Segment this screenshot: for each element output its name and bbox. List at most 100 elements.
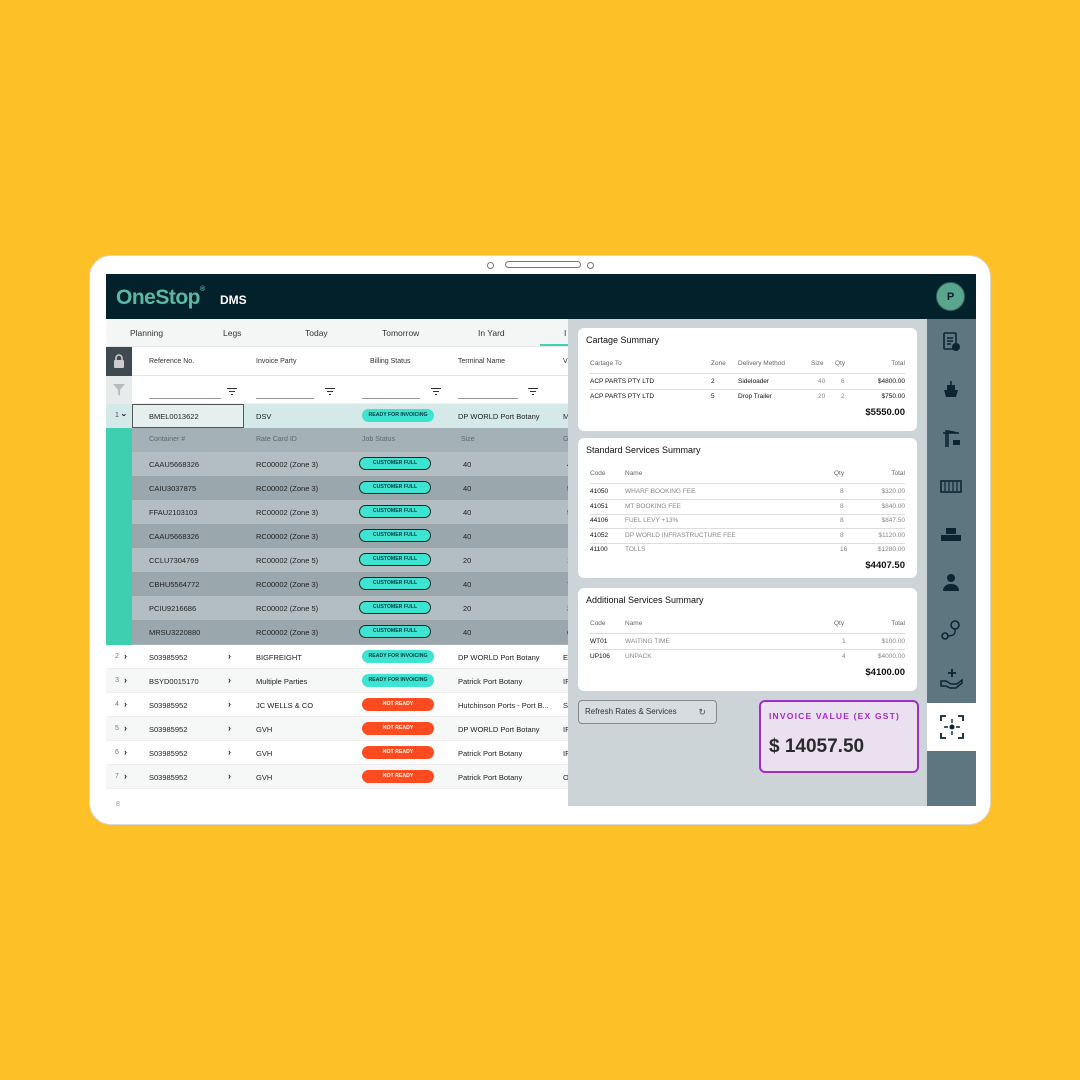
table-row[interactable]: 6 › S03985952 › GVH NOT READY Patrick Port Bot… — [106, 741, 568, 765]
tab-legs[interactable]: Legs — [223, 328, 242, 338]
total-value: $750.00 — [881, 393, 906, 400]
header-delivery-method: Delivery Method — [738, 360, 785, 367]
selected-cell[interactable] — [132, 404, 244, 428]
col-reference[interactable]: Reference No. — [149, 358, 195, 365]
active-tab-indicator — [540, 344, 568, 346]
code-value: 44106 — [590, 517, 609, 524]
job-status-badge: CUSTOMER FULL — [359, 577, 431, 590]
extra-value: E — [563, 653, 568, 662]
party-value: GVH — [256, 773, 273, 782]
filter-status-input[interactable] — [362, 398, 420, 399]
rate-card-value: RC00002 (Zone 3) — [256, 580, 319, 589]
filter-terminal-input[interactable] — [458, 398, 518, 399]
filter-reference-input[interactable] — [149, 398, 221, 399]
container-row[interactable]: CAIU3037875 RC00002 (Zone 3) CUSTOMER FULL… — [132, 476, 568, 500]
col-billing-status[interactable]: Billing Status — [370, 358, 411, 365]
tab-planning[interactable]: Planning — [130, 328, 164, 338]
brand-name: OneStop — [116, 286, 201, 309]
filter-icon[interactable] — [227, 388, 237, 396]
chevron-right-icon[interactable]: › — [228, 651, 231, 661]
chevron-right-icon[interactable]: › — [228, 747, 231, 757]
total-value: $100.00 — [881, 638, 906, 645]
method-value: Drop Trailer — [738, 393, 772, 400]
table-row-selected[interactable]: 1 › BMEL0013622 DSV READY FOR INVOICING … — [106, 404, 568, 428]
filter-icon[interactable] — [325, 388, 335, 396]
col-terminal-name[interactable]: Terminal Name — [458, 358, 506, 365]
lock-column[interactable] — [106, 347, 132, 376]
total-value: $1120.00 — [878, 531, 905, 539]
chevron-right-icon[interactable]: › — [124, 747, 127, 757]
col-invoice-party[interactable]: Invoice Party — [256, 358, 297, 365]
brand-logo[interactable]: OneStop® — [116, 286, 205, 310]
container-row[interactable]: CCLU7304769 RC00002 (Zone 5) CUSTOMER FULL… — [132, 548, 568, 572]
tab-next[interactable]: I — [564, 328, 567, 338]
avatar[interactable]: P — [936, 282, 965, 311]
rail-add-service-button[interactable] — [927, 655, 976, 703]
row-number: 7 — [115, 773, 119, 780]
code-value: 41050 — [590, 488, 609, 495]
rail-route-button[interactable] — [927, 607, 976, 655]
name-value: FUEL LEVY +13% — [625, 517, 679, 524]
table-row[interactable]: 3 › BSYD0015170 › Multiple Parties READY FOR … — [106, 669, 568, 693]
qty-value: 8 — [840, 531, 844, 539]
card-title: Cartage Summary — [586, 335, 660, 345]
tab-bar: Planning Legs Today Tomorrow In Yard I — [106, 319, 568, 347]
table-row[interactable]: 4 › S03985952 › JC WELLS & CO NOT READY Hutchi… — [106, 693, 568, 717]
table-row[interactable]: 5 › S03985952 › GVH NOT READY DP WORLD Port Bo… — [106, 717, 568, 741]
total-value: $1280.00 — [877, 546, 905, 553]
name-value: MT BOOKING FEE — [625, 502, 681, 510]
code-value: UP106 — [590, 653, 610, 660]
name-value: UNPACK — [625, 653, 652, 660]
rail-scan-button[interactable] — [927, 703, 976, 751]
container-value: FFAU2103103 — [149, 508, 198, 517]
rail-vessel-button[interactable] — [927, 367, 976, 415]
filter-icon[interactable] — [431, 388, 441, 396]
chevron-right-icon[interactable]: › — [124, 651, 127, 661]
container-row[interactable]: CBHU5564772 RC00002 (Zone 3) CUSTOMER FULL… — [132, 572, 568, 596]
rail-container-button[interactable] — [927, 463, 976, 511]
sub-col-container: Container # — [149, 436, 186, 443]
refresh-rates-button[interactable]: Refresh Rates & Services ↻ — [578, 700, 717, 724]
chevron-right-icon[interactable]: › — [228, 675, 231, 685]
code-value: WT01 — [590, 638, 608, 645]
sub-col-extra: G — [563, 436, 568, 443]
rail-document-button[interactable] — [927, 319, 976, 367]
table-row[interactable]: 7 › S03985952 › GVH NOT READY Patrick Port Bot… — [106, 765, 568, 789]
chevron-right-icon[interactable]: › — [124, 723, 127, 733]
divider — [590, 499, 905, 500]
chevron-right-icon[interactable]: › — [228, 723, 231, 733]
tab-tomorrow[interactable]: Tomorrow — [382, 328, 420, 338]
header-name: Name — [625, 620, 643, 627]
rail-crane-button[interactable] — [927, 415, 976, 463]
tab-in-yard[interactable]: In Yard — [478, 328, 505, 338]
chevron-down-icon[interactable]: › — [119, 413, 130, 417]
table-row[interactable]: 2 › S03985952 › BIGFREIGHT READY FOR INVOICIN… — [106, 645, 568, 669]
container-row[interactable]: CAAU5668326 RC00002 (Zone 3) CUSTOMER FULL… — [132, 452, 568, 476]
chevron-right-icon[interactable]: › — [124, 699, 127, 709]
chevron-right-icon[interactable]: › — [228, 699, 231, 709]
container-row[interactable]: PCIU9216686 RC00002 (Zone 5) CUSTOMER FULL… — [132, 596, 568, 620]
container-row[interactable]: FFAU2103103 RC00002 (Zone 3) CUSTOMER FULL… — [132, 500, 568, 524]
card-title: Additional Services Summary — [586, 595, 704, 605]
container-row[interactable]: CAAU5668326 RC00002 (Zone 3) CUSTOMER FULL… — [132, 524, 568, 548]
row-number: 2 — [115, 653, 119, 660]
tab-today[interactable]: Today — [305, 328, 328, 338]
invoice-value: $ 14057.50 — [769, 736, 865, 757]
total-value: $320.00 — [881, 488, 906, 495]
rate-card-value: RC00002 (Zone 3) — [256, 484, 319, 493]
zone-value: 2 — [711, 378, 715, 385]
document-info-icon — [943, 332, 960, 351]
jobs-table-panel: Planning Legs Today Tomorrow In Yard I R… — [106, 319, 568, 806]
chevron-right-icon[interactable]: › — [124, 771, 127, 781]
filter-icon[interactable] — [528, 388, 538, 396]
container-row[interactable]: MRSU3220880 RC00002 (Zone 3) CUSTOMER FULL… — [132, 620, 568, 644]
chevron-right-icon[interactable]: › — [228, 771, 231, 781]
rail-stack-button[interactable] — [927, 511, 976, 559]
size-value: 40 — [463, 628, 472, 637]
chevron-right-icon[interactable]: › — [124, 675, 127, 685]
rail-driver-button[interactable] — [927, 559, 976, 607]
col-extra[interactable]: V — [563, 358, 568, 365]
filter-party-input[interactable] — [256, 398, 314, 399]
reference-value: BSYD0015170 — [149, 677, 199, 686]
filter-column[interactable] — [106, 376, 132, 404]
